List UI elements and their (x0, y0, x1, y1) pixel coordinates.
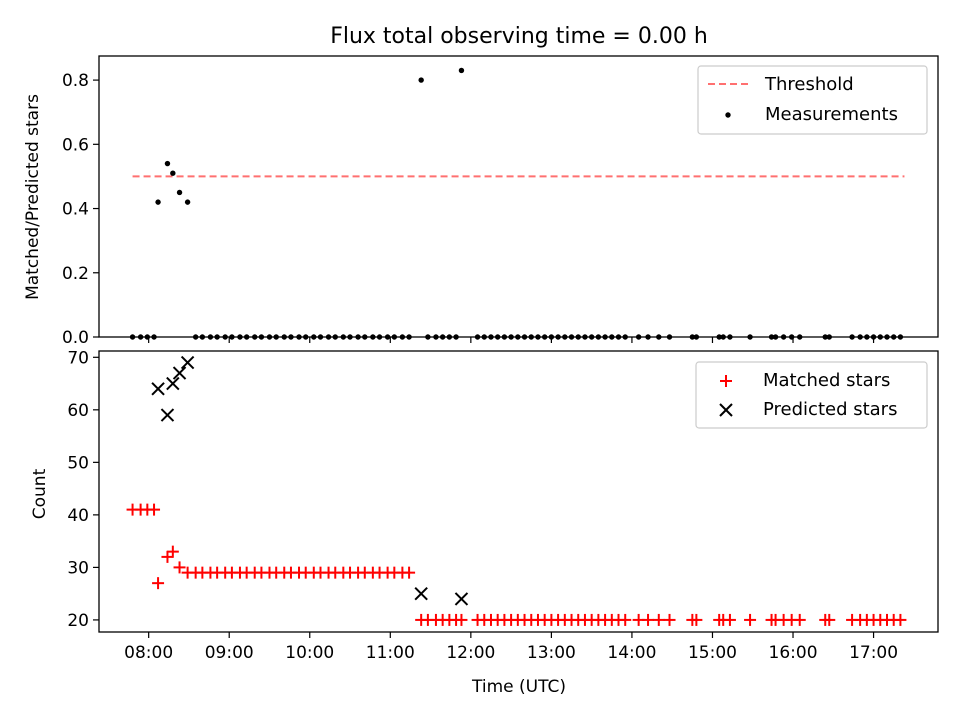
ratio-y-axis-label: Matched/Predicted stars (23, 94, 43, 300)
ratio-y-tick-label: 0.0 (62, 328, 89, 348)
measurement-point (176, 189, 183, 196)
ratio-x-ticks (148, 337, 875, 343)
predicted-star-point (166, 376, 180, 391)
matched-star-point (642, 613, 655, 626)
measurement-point (170, 170, 176, 176)
measurement-point (184, 199, 191, 205)
matched-star-point (652, 613, 665, 626)
matched-star-point (823, 613, 836, 626)
predicted-star-point (151, 382, 165, 396)
count-legend: Matched stars Predicted stars (695, 361, 928, 429)
count-y-tick-label: 30 (67, 558, 89, 578)
matched-star-point (403, 566, 416, 579)
x-tick-label: 09:00 (205, 643, 254, 663)
ratio-legend: Threshold Measurements (697, 65, 928, 135)
matched-star-point (663, 613, 676, 626)
count-y-tick-label: 40 (67, 506, 89, 526)
matched-star-point (148, 503, 161, 516)
x-tick-label: 17:00 (849, 643, 898, 663)
ratio-panel: 0.00.20.40.60.8 Matched/Predicted stars … (23, 55, 939, 348)
count-y-axis-label: Count (30, 468, 50, 519)
ratio-legend-box (697, 65, 928, 135)
measurement-point (458, 67, 465, 74)
predicted-legend-marker (719, 403, 733, 417)
x-tick-label: 12:00 (446, 643, 495, 663)
ratio-y-tick-label: 0.4 (62, 200, 89, 220)
count-axes-frame (98, 350, 939, 633)
matched-star-point (161, 550, 174, 563)
matched-star-point (894, 613, 907, 626)
x-tick-label: 14:00 (607, 643, 656, 663)
x-tick-label: 10:00 (285, 643, 334, 663)
predicted-star-point (160, 408, 175, 422)
count-y-tick-label: 50 (67, 453, 89, 473)
x-tick-label: 13:00 (527, 643, 576, 663)
predicted-star-point (454, 592, 469, 606)
measurement-point (164, 160, 171, 167)
ratio-y-tick-label: 0.2 (62, 264, 89, 284)
matched-star-point (455, 613, 468, 626)
count-panel: 20 30 40 50 60 70 08:00 09:00 10:00 11:00 12:00 13… (30, 348, 939, 697)
matched-star-point (166, 545, 179, 558)
x-tick-label: 11:00 (366, 643, 415, 663)
matched-star-point (690, 613, 703, 626)
matched-star-point (152, 577, 165, 590)
x-tick-label: 08:00 (124, 643, 173, 663)
x-tick-label: 15:00 (688, 643, 737, 663)
threshold-legend-label: Threshold (764, 74, 854, 95)
matched-star-point (793, 613, 806, 626)
ratio-y-tick-label: 0.8 (62, 71, 89, 91)
count-y-ticks: 20 30 40 50 60 70 (67, 348, 99, 631)
count-y-tick-label: 70 (67, 348, 89, 368)
ratio-axes-frame (98, 55, 939, 338)
measurements-legend-marker (725, 112, 731, 118)
measurements-legend-label: Measurements (765, 104, 898, 125)
predicted-legend-label: Predicted stars (763, 399, 897, 420)
count-x-ticks: 08:00 09:00 10:00 11:00 12:00 13:00 14:00 15:00… (124, 632, 898, 663)
predicted-star-point (414, 586, 428, 601)
count-y-tick-label: 20 (67, 611, 89, 631)
count-plot-area (126, 355, 907, 626)
chart-title: Flux total observing time = 0.00 h (330, 24, 708, 49)
predicted-star-point (172, 366, 187, 380)
x-tick-label: 16:00 (769, 643, 818, 663)
matched-star-point (723, 613, 736, 626)
matched-star-point (744, 613, 757, 626)
x-axis-label: Time (UTC) (471, 677, 566, 697)
count-y-tick-label: 60 (67, 401, 89, 421)
measurement-point (418, 77, 424, 83)
matched-legend-label: Matched stars (763, 370, 890, 391)
ratio-y-ticks: 0.0 0.2 0.4 0.6 0.8 (62, 71, 99, 348)
measurement-point (155, 199, 161, 205)
matched-star-point (173, 561, 186, 574)
predicted-star-point (180, 355, 195, 370)
ratio-plot-area (129, 67, 905, 340)
ratio-y-tick-label: 0.6 (62, 135, 89, 155)
count-legend-box (695, 361, 928, 429)
matched-star-point (619, 613, 632, 626)
matched-legend-marker (720, 375, 732, 387)
